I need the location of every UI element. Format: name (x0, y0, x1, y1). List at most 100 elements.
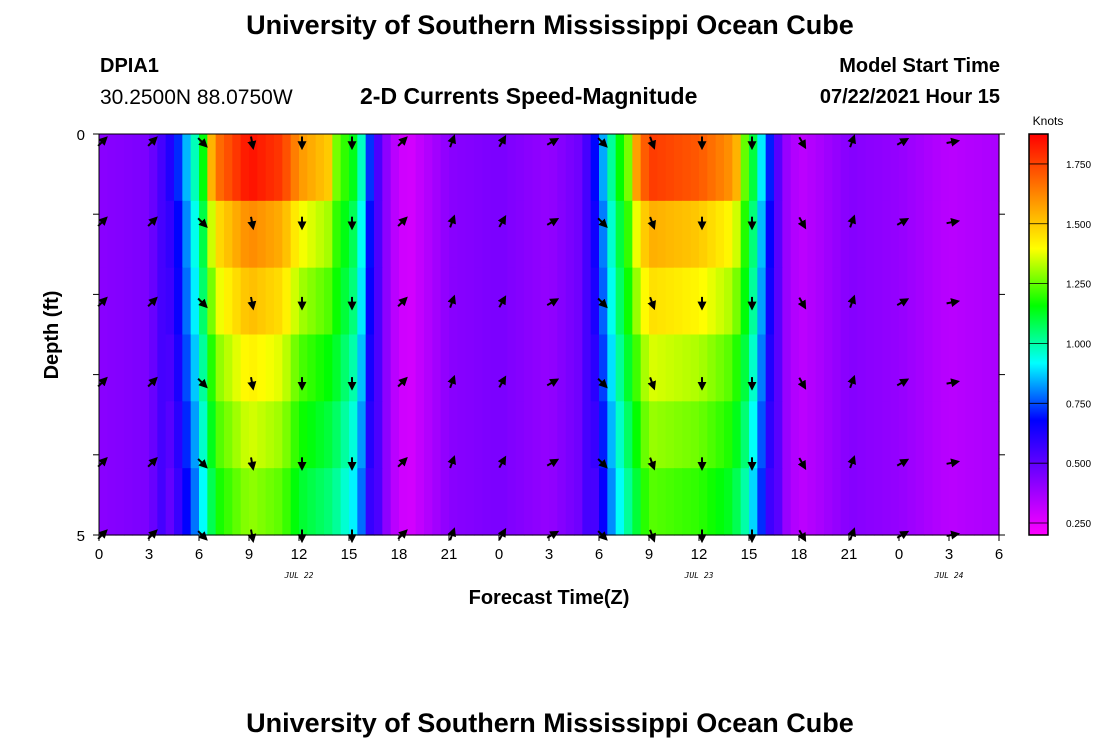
heatmap-cell (615, 134, 625, 202)
station-id: DPIA1 (100, 55, 159, 77)
heatmap-cell (257, 267, 267, 336)
x-tick-label: 6 (595, 546, 603, 563)
heatmap-cell (349, 401, 358, 469)
current-arrow (797, 457, 807, 470)
heatmap-cell (340, 134, 350, 202)
current-arrow (397, 296, 408, 308)
heatmap-cell (390, 200, 400, 269)
heatmap-cell (224, 468, 233, 536)
heatmap-cell (182, 468, 192, 536)
heatmap-cell (174, 267, 183, 336)
heatmap-cell (549, 468, 558, 536)
heatmap-cell (399, 401, 408, 469)
heatmap-cell (749, 200, 758, 269)
current-arrow (847, 214, 856, 228)
current-arrow (946, 378, 961, 388)
current-arrow (896, 218, 910, 227)
heatmap-cell (140, 134, 150, 202)
station-coordinates: 30.2500N 88.0750W (100, 86, 293, 109)
current-arrow (946, 217, 961, 227)
heatmap-cell (415, 401, 425, 469)
heatmap-cell (807, 468, 817, 536)
heatmap-cell (399, 134, 408, 202)
heatmap-cell (157, 200, 167, 269)
current-arrow (147, 376, 158, 388)
heatmap-cell (207, 334, 217, 402)
heatmap-cell (315, 401, 325, 469)
current-arrow (946, 298, 961, 307)
heatmap-cell (357, 267, 367, 336)
heatmap-cell (232, 200, 242, 269)
current-arrow (546, 298, 560, 307)
heatmap-cell (440, 401, 450, 469)
heatmap-cell (724, 200, 733, 269)
heatmap-cell (890, 401, 900, 469)
heatmap-cell (590, 468, 600, 536)
heatmap-cell (340, 200, 350, 269)
heatmap-cell (440, 468, 450, 536)
heatmap-cell (240, 401, 250, 469)
heatmap-cell (590, 401, 600, 469)
heatmap-cell (99, 200, 108, 269)
heatmap-cell (882, 267, 892, 336)
heatmap-cell (440, 134, 450, 202)
heatmap-cell (524, 468, 533, 536)
heatmap-cell (465, 334, 475, 402)
heatmap-cell (307, 200, 317, 269)
current-arrow (546, 218, 560, 227)
heatmap-cell (282, 334, 292, 402)
heatmap-cell (140, 468, 150, 536)
heatmap-cell (124, 401, 133, 469)
heatmap-cell (132, 401, 142, 469)
heatmap-cell (115, 200, 125, 269)
heatmap-cell (940, 134, 950, 202)
heatmap-cell (474, 401, 483, 469)
heatmap-cell (107, 401, 117, 469)
heatmap-cell (707, 401, 717, 469)
heatmap-cell (757, 334, 767, 402)
x-tick-label: 21 (441, 546, 458, 563)
heatmap-cell (615, 468, 625, 536)
colorbar-tick-label: 0.500 (1066, 459, 1091, 470)
heatmap-cell (132, 267, 142, 336)
heatmap-cell (674, 134, 683, 202)
heatmap-cell (399, 468, 408, 536)
heatmap-cell (232, 134, 242, 202)
heatmap-cell (424, 267, 433, 336)
current-arrow (447, 214, 456, 228)
heatmap-cell (482, 267, 492, 336)
heatmap-cell (457, 334, 467, 402)
heatmap-cell (390, 401, 400, 469)
x-tick-label: 3 (145, 546, 153, 563)
heatmap-cell (190, 200, 200, 269)
heatmap-cell (365, 334, 375, 402)
heatmap-cell (799, 468, 808, 536)
heatmap-cell (915, 334, 925, 402)
heatmap-cell (682, 267, 692, 336)
heatmap-cell (740, 134, 750, 202)
heatmap-cell (765, 334, 775, 402)
heatmap-cell (232, 267, 242, 336)
x-tick-label: 12 (291, 546, 308, 563)
heatmap-cell (299, 267, 308, 336)
heatmap-cell (332, 134, 342, 202)
heatmap-cell (774, 200, 783, 269)
heatmap-cell (265, 401, 275, 469)
current-arrow (647, 136, 656, 150)
current-arrow (497, 295, 507, 308)
heatmap-cell (515, 267, 525, 336)
heatmap-cell (732, 200, 742, 269)
heatmap-cell (507, 401, 517, 469)
heatmap-cell (840, 134, 850, 202)
heatmap-cell (749, 267, 758, 336)
model-start-label: Model Start Time (839, 55, 1000, 77)
heatmap-cell (907, 267, 917, 336)
heatmap-cell (449, 401, 458, 469)
heatmap-cell (740, 401, 750, 469)
heatmap-cell (249, 401, 258, 469)
heatmap-cell (924, 134, 933, 202)
heatmap-cell (307, 334, 317, 402)
heatmap-cell (974, 267, 983, 336)
heatmap-cell (215, 200, 225, 269)
heatmap-cell (582, 200, 592, 269)
